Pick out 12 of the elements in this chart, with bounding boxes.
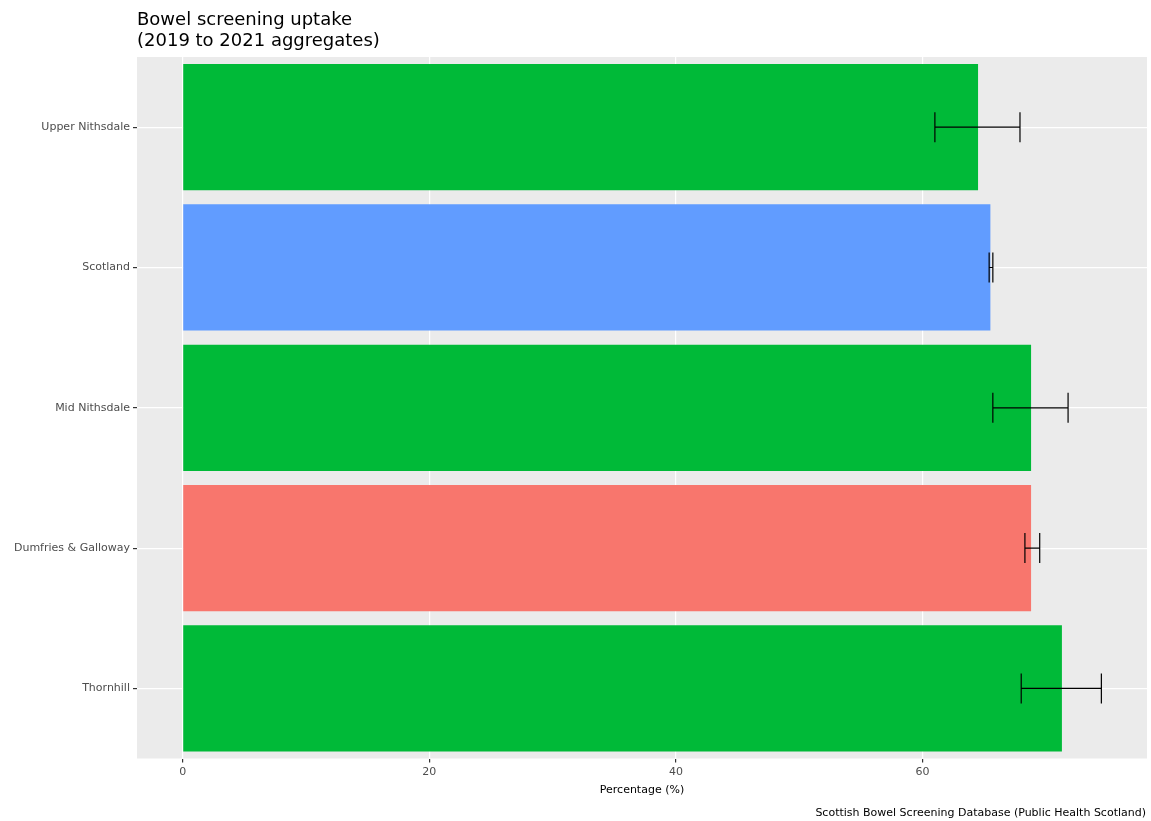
chart-title: Bowel screening uptake (2019 to 2021 aggregates) bbox=[137, 8, 380, 50]
y-tick-label: Dumfries & Galloway bbox=[13, 540, 131, 554]
x-axis-title: Percentage (%) bbox=[599, 783, 685, 797]
x-tick-label: 0 bbox=[179, 765, 187, 779]
y-tick-label: Thornhill bbox=[81, 681, 130, 695]
x-tick-label: 60 bbox=[915, 765, 930, 779]
y-tick-label: Scotland bbox=[82, 260, 130, 274]
text: Scottish Bowel Screening Database (Public Health Scotland) bbox=[815, 806, 1146, 819]
x-tick-label: 40 bbox=[668, 765, 683, 779]
y-tick-label: Mid Nithsdale bbox=[55, 400, 131, 414]
y-tick-label: Upper Nithsdale bbox=[41, 120, 131, 134]
x-tick-label: 20 bbox=[422, 765, 437, 779]
